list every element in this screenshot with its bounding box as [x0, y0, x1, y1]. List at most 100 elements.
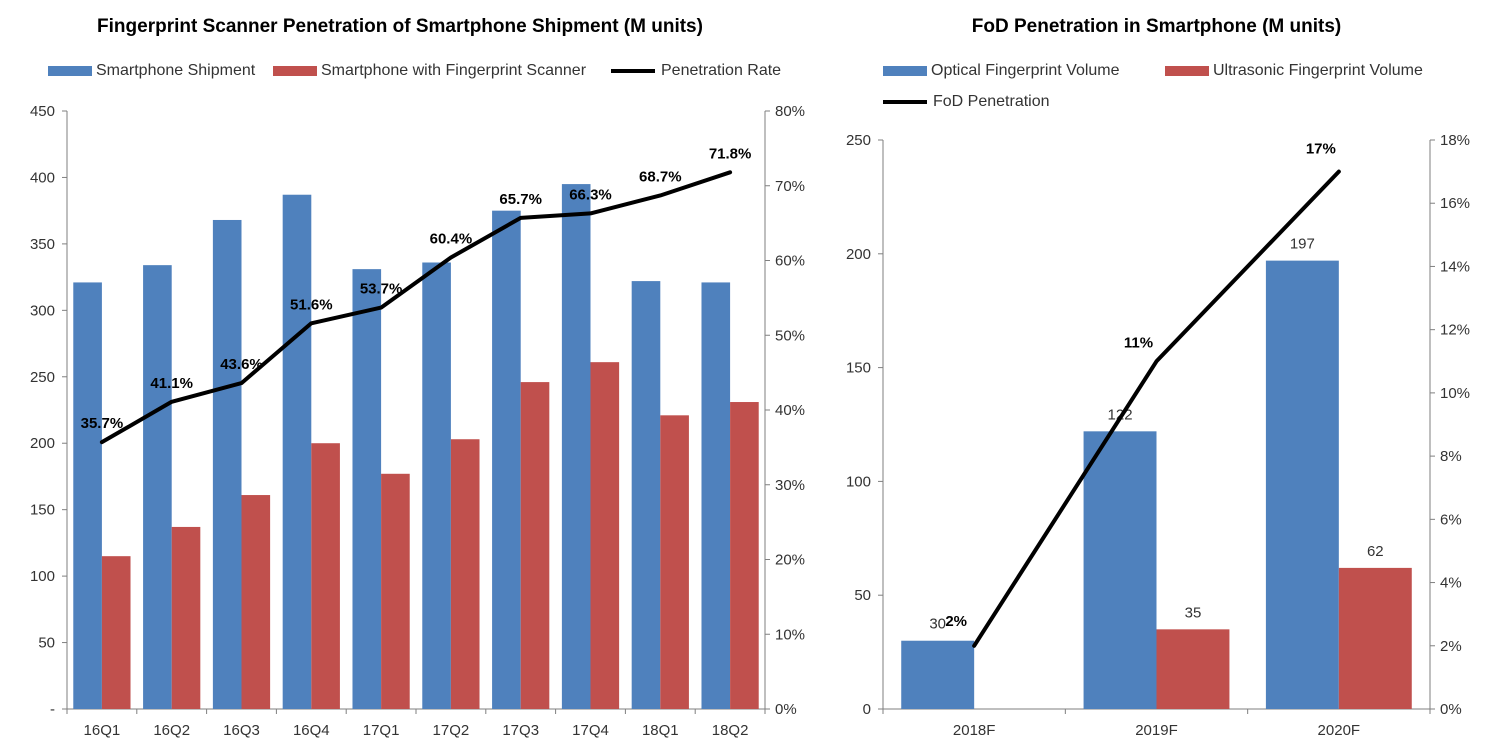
- bar-data-label: 35: [1185, 604, 1202, 621]
- bar-data-label: 30: [929, 616, 946, 633]
- y2-tick-label: 0%: [775, 701, 797, 718]
- bar-data-label: 62: [1367, 543, 1384, 560]
- y-tick-label: 250: [846, 132, 871, 149]
- bar-red: [450, 439, 480, 709]
- y-tick-label: 400: [30, 169, 55, 186]
- y-tick-label: 50: [854, 587, 871, 604]
- legend-swatch-blue: [883, 66, 927, 76]
- y2-tick-label: 30%: [775, 477, 805, 494]
- y-tick-label: 200: [30, 435, 55, 452]
- y-tick-label: 300: [30, 302, 55, 319]
- x-tick-label: 16Q3: [223, 722, 260, 739]
- x-tick-label: 16Q4: [293, 722, 330, 739]
- x-tick-label: 2019F: [1135, 722, 1178, 739]
- x-tick-label: 17Q3: [502, 722, 539, 739]
- x-tick-label: 2020F: [1318, 722, 1361, 739]
- left-chart-title: Fingerprint Scanner Penetration of Smart…: [97, 16, 703, 37]
- y2-tick-label: 60%: [775, 253, 805, 270]
- x-tick-label: 16Q2: [153, 722, 190, 739]
- y-tick-label: 100: [30, 568, 55, 585]
- y2-tick-label: 2%: [1440, 638, 1462, 655]
- bar-red: [730, 402, 759, 709]
- bar-blue: [143, 265, 172, 709]
- legend-label: Optical Fingerprint Volume: [931, 62, 1120, 79]
- penetration-label: 35.7%: [81, 415, 124, 432]
- bar-red: [1156, 629, 1230, 709]
- penetration-label: 2%: [945, 613, 967, 630]
- y-tick-label: 150: [846, 360, 871, 377]
- legend-swatch-line: [883, 100, 927, 104]
- legend-smartphone-with-fingerprint: Smartphone with Fingerprint Scanner: [273, 62, 586, 80]
- penetration-label: 60.4%: [430, 231, 473, 248]
- y2-tick-label: 20%: [775, 552, 805, 569]
- legend-swatch-red: [273, 66, 317, 76]
- y2-tick-label: 12%: [1440, 322, 1470, 339]
- y2-tick-label: 6%: [1440, 511, 1462, 528]
- left-chart-plot: - 50 100 150 200 250 300 350 400 450 0% 10% 20% 30% 40…: [30, 103, 805, 739]
- legend-label: Smartphone with Fingerprint Scanner: [321, 62, 587, 79]
- penetration-line: [972, 169, 1341, 648]
- y-tick-label: -: [50, 701, 55, 718]
- legend-smartphone-shipment: Smartphone Shipment: [48, 62, 255, 80]
- bar-blue: [352, 269, 382, 709]
- legend-optical-fingerprint: Optical Fingerprint Volume: [883, 62, 1120, 80]
- x-tick-label: 17Q4: [572, 722, 609, 739]
- penetration-label: 71.8%: [709, 145, 752, 162]
- legend-swatch-blue: [48, 66, 92, 76]
- penetration-label: 11%: [1124, 334, 1153, 351]
- x-tick-label: 17Q2: [433, 722, 470, 739]
- y2-tick-label: 4%: [1440, 575, 1462, 592]
- penetration-line: [99, 170, 733, 445]
- x-tick-label: 2018F: [953, 722, 996, 739]
- bar-red: [1338, 567, 1412, 709]
- bar-blue: [422, 262, 451, 709]
- penetration-label: 41.1%: [150, 375, 193, 392]
- y2-tick-label: 80%: [775, 103, 805, 120]
- y2-tick-label: 16%: [1440, 195, 1470, 212]
- y2-tick-label: 8%: [1440, 448, 1462, 465]
- penetration-label: 66.3%: [569, 186, 612, 203]
- y-tick-label: 150: [30, 502, 55, 519]
- bar-red: [311, 443, 340, 709]
- bar-blue: [73, 282, 102, 709]
- left-chart-panel: Fingerprint Scanner Penetration of Smart…: [30, 16, 805, 739]
- legend-swatch-line: [611, 69, 655, 73]
- x-tick-label: 18Q1: [642, 722, 679, 739]
- legend-label: Smartphone Shipment: [96, 62, 256, 79]
- y2-tick-label: 10%: [775, 626, 805, 643]
- bar-blue: [1265, 260, 1339, 709]
- y-tick-label: 250: [30, 369, 55, 386]
- y2-tick-label: 40%: [775, 402, 805, 419]
- penetration-label: 68.7%: [639, 168, 682, 185]
- y-tick-label: 50: [38, 635, 55, 652]
- bar-red: [101, 556, 131, 709]
- legend-penetration-rate: Penetration Rate: [611, 62, 781, 80]
- bar-red: [241, 495, 271, 709]
- x-tick-label: 17Q1: [363, 722, 400, 739]
- y-tick-label: 100: [846, 473, 871, 490]
- y-tick-label: 350: [30, 236, 55, 253]
- y-tick-label: 200: [846, 246, 871, 263]
- penetration-label: 43.6%: [220, 356, 263, 373]
- y2-tick-label: 14%: [1440, 258, 1470, 275]
- legend-swatch-red: [1165, 66, 1209, 76]
- penetration-label: 17%: [1306, 141, 1336, 158]
- legend-label: Penetration Rate: [661, 62, 782, 79]
- penetration-label: 51.6%: [290, 296, 333, 313]
- y-tick-label: 0: [863, 701, 871, 718]
- bar-blue: [492, 210, 521, 709]
- y2-tick-label: 50%: [775, 327, 805, 344]
- bar-blue: [701, 282, 731, 709]
- bar-red: [660, 415, 689, 709]
- y2-tick-label: 10%: [1440, 385, 1470, 402]
- legend-ultrasonic-fingerprint: Ultrasonic Fingerprint Volume: [1165, 62, 1423, 80]
- right-chart-title: FoD Penetration in Smartphone (M units): [971, 16, 1342, 37]
- bar-red: [171, 526, 201, 709]
- y2-tick-label: 70%: [775, 178, 805, 195]
- legend-fod-penetration: FoD Penetration: [883, 93, 1050, 111]
- x-tick-label: 16Q1: [84, 722, 121, 739]
- bar-red: [520, 382, 550, 709]
- legend-label: FoD Penetration: [933, 93, 1050, 110]
- legend-label: Ultrasonic Fingerprint Volume: [1213, 62, 1423, 79]
- right-chart-plot: 0 50 100 150 200 250 0% 2% 4% 6% 8% 10% 12% 14% 16% 18%…: [846, 132, 1470, 739]
